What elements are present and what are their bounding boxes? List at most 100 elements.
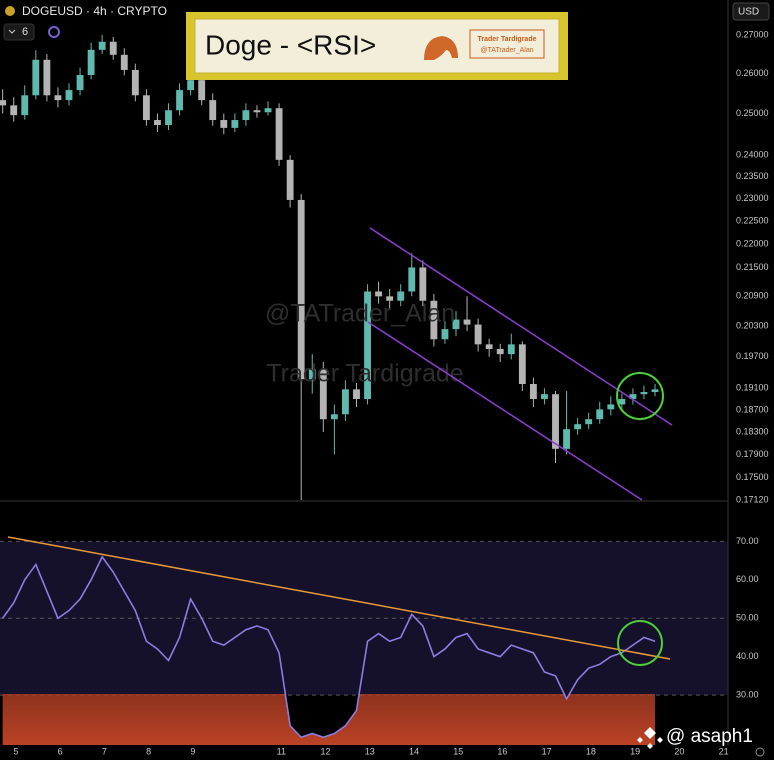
y-tick-label: 0.24000 (736, 150, 769, 160)
candle-body (76, 75, 84, 91)
banner-handle: @TATrader_Alan (480, 47, 533, 54)
candle-body (87, 49, 95, 76)
symbol-icon (5, 6, 15, 16)
rsi-trendline (7, 536, 671, 660)
y-tick-label: 0.17120 (736, 494, 769, 504)
candle-body (10, 105, 18, 116)
interval-box[interactable] (3, 23, 35, 41)
logo (424, 36, 458, 60)
currency-box[interactable] (732, 2, 770, 21)
candle-body (264, 108, 272, 113)
rsi-breakout-circle (617, 620, 663, 666)
y-tick-label: 0.20900 (736, 291, 769, 301)
oversold-fill (2, 694, 656, 745)
candle-body (596, 409, 604, 420)
candle-body (198, 80, 206, 101)
candle-body (463, 319, 471, 325)
x-tick-label: 12 (321, 746, 331, 756)
candle-body (386, 296, 394, 301)
settings-icon[interactable] (755, 747, 765, 757)
y-tick-label: 0.25000 (736, 108, 769, 118)
candle-body (474, 324, 482, 345)
candle-body (98, 41, 106, 50)
candle-body (452, 319, 460, 330)
x-tick-label: 13 (365, 746, 375, 756)
breakout-circle (616, 372, 664, 420)
candle-body (585, 419, 593, 425)
candle-body (430, 300, 438, 340)
candle-body (286, 159, 294, 200)
x-tick-label: 18 (586, 746, 596, 756)
candle-body (131, 69, 139, 96)
candle-body (353, 389, 360, 400)
channel-upper (369, 227, 673, 426)
plot (0, 34, 659, 745)
interval-count: 6 (22, 26, 28, 38)
x-tick-label: 11 (277, 746, 286, 756)
candle-body (242, 110, 250, 121)
x-tick-label: 16 (497, 746, 507, 756)
candle-body (142, 95, 150, 121)
candle-body (308, 369, 316, 380)
y-tick-label: 0.27000 (736, 29, 769, 39)
candle-body (319, 369, 327, 420)
y-tick-label: 0.18700 (736, 404, 769, 414)
x-tick-label: 7 (102, 746, 107, 756)
candle-body (640, 392, 648, 395)
y-tick-label: 60.00 (736, 574, 759, 584)
y-tick-label: 0.19700 (736, 351, 769, 361)
banner (194, 18, 560, 74)
candle-body (408, 267, 416, 292)
oversold-group (2, 694, 656, 745)
x-tick-label: 21 (719, 746, 729, 756)
candle-body (618, 399, 626, 405)
candle-body (341, 389, 349, 415)
candle-body (441, 329, 449, 340)
candle-body (607, 404, 615, 410)
x-tick-label: 15 (453, 746, 463, 756)
chevron (8, 29, 16, 34)
candle-body (397, 291, 405, 301)
candle-body (629, 394, 637, 400)
y-tick-label: 50.00 (736, 613, 759, 623)
candle-body (297, 199, 305, 380)
y-tick-label: 0.17900 (736, 449, 769, 459)
y-tick-label: 0.21500 (736, 262, 769, 272)
banner-title: Doge - <RSI> (205, 29, 376, 60)
candle-body (209, 100, 217, 121)
candle-body (21, 95, 29, 116)
indicator-icon[interactable] (48, 26, 60, 38)
candle-body (176, 90, 183, 111)
candle-body (375, 291, 383, 297)
x-tick-label: 20 (674, 746, 684, 756)
y-tick-label: 0.18300 (736, 426, 769, 436)
candle-body (364, 291, 371, 400)
symbol[interactable]: DOGEUSD · 4h · CRYPTO (22, 4, 167, 18)
x-tick-label: 8 (146, 746, 151, 756)
candle-body (253, 110, 261, 113)
watermark-handle: @TATrader_Alan (265, 300, 455, 328)
candle-body (541, 394, 548, 400)
candle-body (507, 344, 515, 355)
candle-body (563, 429, 570, 449)
watermark-brand: Trader Tardigrade (266, 360, 463, 388)
y-tick-label: 0.17500 (736, 472, 769, 482)
candle-body (0, 100, 7, 106)
candle-body (574, 424, 582, 430)
x-tick-label: 6 (58, 746, 63, 756)
y-tick-label: 70.00 (736, 536, 759, 546)
candle-body (518, 344, 526, 385)
candle-body (496, 348, 504, 355)
candle-body (220, 120, 228, 128)
y-tick-label: 0.22500 (736, 215, 769, 225)
candle-body (419, 267, 427, 301)
channel-lower (367, 321, 643, 501)
candle-body (65, 90, 73, 101)
y-tick-label: 0.20300 (736, 320, 769, 330)
candle-body (32, 59, 40, 96)
credit-icon (637, 727, 663, 749)
currency: USD (738, 7, 759, 18)
banner-brand: Trader Tardigrade (477, 36, 536, 43)
